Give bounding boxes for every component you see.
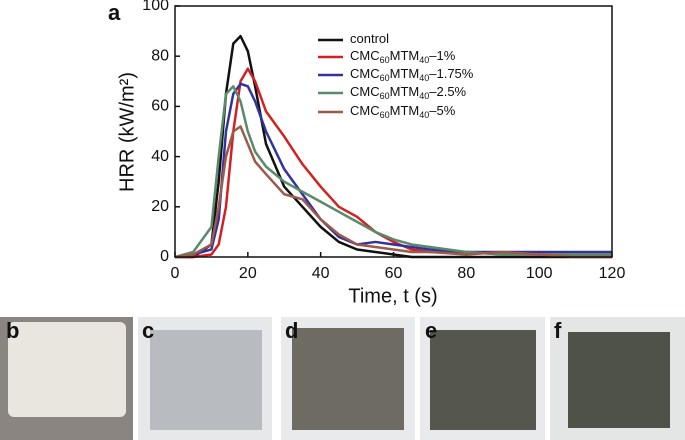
y-tick-label: 0 bbox=[160, 248, 169, 265]
legend-label: CMC60MTM40–1% bbox=[350, 48, 456, 65]
legend-label: control bbox=[350, 31, 389, 46]
photo-sample bbox=[568, 332, 670, 428]
y-tick-label: 40 bbox=[151, 148, 169, 165]
legend-label: CMC60MTM40–5% bbox=[350, 103, 456, 120]
photos bbox=[0, 317, 685, 440]
y-tick-label: 100 bbox=[142, 0, 169, 14]
x-tick-label: 40 bbox=[312, 265, 330, 282]
x-tick-label: 60 bbox=[385, 265, 403, 282]
photo-sample bbox=[150, 330, 262, 430]
x-tick-label: 120 bbox=[599, 265, 626, 282]
panel-label: e bbox=[425, 318, 437, 343]
panel-label: c bbox=[142, 318, 154, 343]
x-tick-label: 0 bbox=[171, 265, 180, 282]
y-tick-label: 60 bbox=[151, 98, 169, 115]
photo-sample bbox=[292, 328, 404, 430]
panel-label: f bbox=[554, 318, 562, 343]
x-axis-label: Time, t (s) bbox=[348, 285, 437, 307]
x-tick-label: 100 bbox=[526, 265, 553, 282]
panel-label: d bbox=[285, 318, 298, 343]
x-tick-label: 20 bbox=[239, 265, 257, 282]
panel-label: a bbox=[108, 0, 121, 25]
panel-label: b bbox=[6, 318, 19, 343]
y-tick-label: 20 bbox=[151, 198, 169, 215]
x-tick-label: 80 bbox=[457, 265, 475, 282]
line-series bbox=[174, 85, 612, 259]
legend-label: CMC60MTM40–1.75% bbox=[350, 66, 474, 83]
plot-frame bbox=[174, 5, 613, 258]
y-tick-label: 80 bbox=[151, 47, 169, 64]
line-series bbox=[174, 125, 612, 259]
legend-label: CMC60MTM40–2.5% bbox=[350, 84, 467, 101]
photo-sample bbox=[8, 322, 126, 417]
photo-sample bbox=[430, 330, 536, 430]
y-axis-label: HRR (kW/m²) bbox=[116, 72, 138, 192]
